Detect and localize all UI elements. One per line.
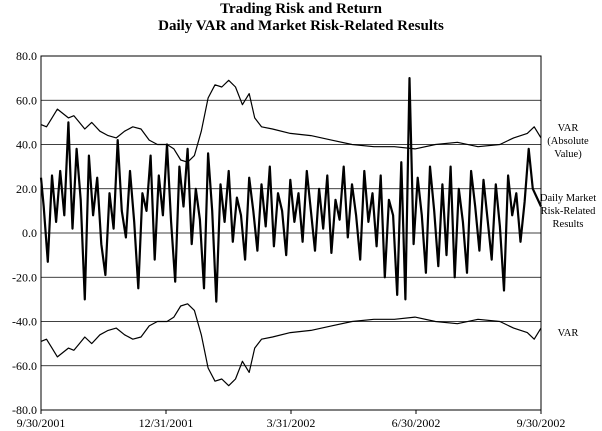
legend: VAR (Absolute Value) Daily Market Risk-Relat…: [540, 123, 596, 339]
x-tick-label: 12/31/2001: [139, 416, 194, 430]
y-tick-label: -60.0: [12, 359, 37, 373]
y-tick-label: 80.0: [16, 49, 37, 63]
x-tick-label: 3/31/2002: [267, 416, 316, 430]
legend-text: VAR: [558, 328, 579, 339]
grid-lines: [41, 99, 541, 367]
y-tick-label: -40.0: [12, 315, 37, 329]
legend-text: Results: [553, 219, 584, 230]
legend-var: VAR: [558, 328, 579, 339]
var-absolute-line: [40, 79, 542, 163]
chart-subtitle: Daily VAR and Market Risk-Related Result…: [158, 18, 444, 34]
legend-var-absolute: VAR (Absolute Value): [547, 123, 589, 160]
y-tick-label: -20.0: [12, 270, 37, 284]
y-tick-label: 60.0: [16, 93, 37, 107]
legend-text: Risk-Related: [541, 206, 597, 217]
x-tick-label: 9/30/2001: [17, 416, 66, 430]
y-tick-label: -80.0: [12, 403, 37, 417]
series-lines: [39, 77, 542, 387]
legend-text: Value): [554, 149, 582, 160]
y-tick-label: 0.0: [22, 226, 37, 240]
chart-title: Trading Risk and Return: [220, 1, 382, 17]
legend-text: VAR: [558, 123, 579, 134]
daily-results-line: [39, 77, 542, 303]
y-tick-label: 40.0: [16, 138, 37, 152]
legend-text: Daily Market: [540, 193, 596, 204]
x-tick-label: 6/30/2002: [392, 416, 441, 430]
axes: [40, 55, 542, 414]
var-line: [40, 303, 542, 387]
x-axis-tick-labels: 9/30/2001 12/31/2001 3/31/2002 6/30/2002 9/3…: [17, 416, 566, 430]
x-tick-label: 9/30/2002: [517, 416, 566, 430]
y-axis-tick-labels: 80.0 60.0 40.0 20.0 0.0 -20.0 -40.0 -60.0 -80.0: [12, 49, 37, 417]
legend-daily-results: Daily Market Risk-Related Results: [540, 193, 596, 230]
legend-text: (Absolute: [547, 136, 589, 147]
y-tick-label: 20.0: [16, 182, 37, 196]
